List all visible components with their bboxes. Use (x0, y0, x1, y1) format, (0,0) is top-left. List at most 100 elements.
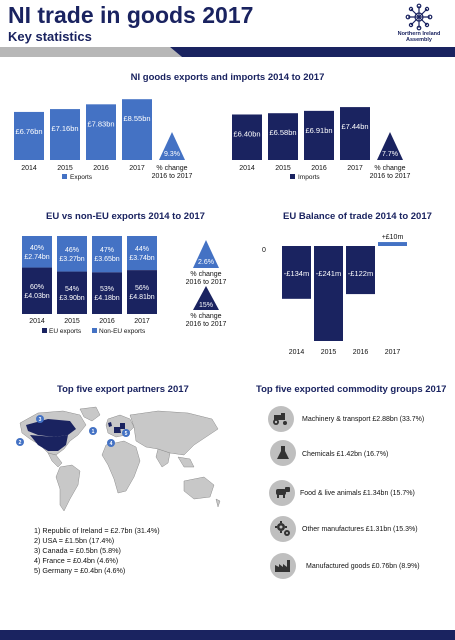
list-item: 1) Republic of Ireland = £2.7bn (31.4%) (34, 526, 160, 535)
bar-value-label: -£134m (284, 269, 309, 278)
bar-value-label: +£10m (382, 234, 404, 241)
change-label: % change (190, 313, 221, 320)
legend-swatch (62, 174, 67, 179)
x-tick-label: 2015 (321, 349, 337, 356)
balance-bar (346, 246, 375, 295)
balance-bar (378, 242, 407, 246)
map-marker-4: 4 (107, 439, 115, 447)
chart-bar (340, 107, 370, 160)
stacked-bar-non-eu (57, 236, 87, 272)
balance-chart: 0 -£134m 2014 -£241m 2015 -£122m 2016 +£10m 2017 (262, 234, 407, 356)
segment-percent-label: 44% (135, 246, 149, 253)
change-triangle (193, 286, 219, 310)
list-item: 3) Canada = £0.5bn (5.8%) (34, 546, 121, 555)
map-marker-5: 5 (122, 429, 130, 437)
map-marker-2: 2 (16, 438, 24, 446)
x-tick-label: 2017 (129, 165, 145, 172)
change-label: 2016 to 2017 (186, 279, 227, 286)
chart-bar (86, 104, 116, 160)
eu-exports-chart: 40% £2.74bn 60% £4.03bn 2014 46% £3.27bn 54% £3.… (22, 236, 227, 335)
segment-value-label: £3.74bn (129, 255, 154, 262)
cow-icon (269, 480, 295, 506)
chart-bar (50, 109, 80, 160)
ireland-highlight (108, 422, 112, 427)
chart-bar (122, 99, 152, 160)
partners-title: Top five export partners 2017 (57, 384, 189, 395)
chart-bar (268, 113, 298, 160)
exports-imports-title: NI goods exports and imports 2014 to 201… (130, 72, 325, 83)
segment-percent-label: 40% (30, 245, 44, 252)
segment-percent-label: 56% (135, 285, 149, 292)
partners-list: 1) Republic of Ireland = £2.7bn (31.4%) … (34, 526, 160, 576)
change-value: 7.7% (382, 151, 398, 158)
list-item: 5) Germany = £0.4bn (4.6%) (34, 566, 126, 575)
commodity-label: Chemicals £1.42bn (16.7%) (302, 451, 389, 458)
commodity-label: Machinery & transport £2.88bn (33.7%) (302, 416, 425, 423)
svg-text:1: 1 (92, 429, 95, 435)
stacked-bar-eu (22, 267, 52, 314)
x-tick-label: 2015 (275, 165, 291, 172)
canada-highlight (26, 419, 76, 437)
bar-value-label: £7.16bn (51, 124, 78, 133)
legend-label: EU exports (49, 328, 82, 335)
logo-emblem-icon (405, 3, 433, 31)
flask-icon (270, 440, 296, 466)
x-tick-label: 2014 (21, 165, 37, 172)
x-tick-label: 2016 (93, 165, 109, 172)
x-tick-label: 2017 (134, 318, 150, 325)
segment-percent-label: 54% (65, 286, 79, 293)
segment-value-label: £3.90bn (59, 295, 84, 302)
x-tick-label: 2017 (347, 165, 363, 172)
change-label: 2016 to 2017 (152, 173, 193, 180)
segment-value-label: £3.65bn (94, 256, 119, 263)
x-tick-label: 2016 (353, 349, 369, 356)
map-marker-3: 3 (36, 415, 44, 423)
bar-value-label: £6.40bn (233, 129, 260, 138)
commodity-row (269, 480, 295, 506)
map-marker-1: 1 (89, 427, 97, 435)
usa-highlight (30, 435, 68, 451)
bar-value-label: £6.76bn (15, 127, 42, 136)
change-label: % change (374, 165, 405, 172)
segment-value-label: £4.18bn (94, 295, 119, 302)
x-tick-label: 2015 (57, 165, 73, 172)
stacked-bar-non-eu (92, 236, 122, 273)
zero-label: 0 (262, 247, 266, 254)
svg-text:5: 5 (125, 431, 128, 437)
change-label: 2016 to 2017 (186, 321, 227, 328)
stacked-bar-non-eu (22, 236, 52, 268)
x-tick-label: 2014 (289, 349, 305, 356)
segment-value-label: £3.27bn (59, 256, 84, 263)
eu-exports-title: EU vs non-EU exports 2014 to 2017 (46, 211, 205, 222)
bar-value-label: £6.91bn (305, 126, 332, 135)
svg-text:4: 4 (110, 441, 113, 447)
legend-label: Exports (70, 174, 93, 181)
list-item: 4) France = £0.4bn (4.6%) (34, 556, 119, 565)
chart-bar (14, 111, 44, 160)
bar-value-label: £8.55bn (123, 114, 150, 123)
stacked-bar-eu (92, 272, 122, 314)
stacked-bar-eu (57, 271, 87, 314)
page-subtitle: Key statistics (8, 29, 92, 44)
x-tick-label: 2014 (29, 318, 45, 325)
commodity-row (270, 440, 296, 466)
legend-label: Imports (298, 174, 320, 181)
change-value: 2.6% (198, 259, 214, 266)
commodity-row (270, 553, 296, 579)
france-highlight (114, 427, 121, 433)
change-label: 2016 to 2017 (370, 173, 411, 180)
bar-value-label: -£241m (316, 269, 341, 278)
balance-bar (314, 246, 343, 341)
x-tick-label: 2016 (311, 165, 327, 172)
segment-value-label: £4.03bn (24, 293, 49, 300)
legend-swatch (42, 328, 47, 333)
legend-label: Non-EU exports (99, 328, 146, 335)
segment-percent-label: 53% (100, 286, 114, 293)
list-item: 2) USA = £1.5bn (17.4%) (34, 536, 115, 545)
exports-imports-chart: £6.76bn 2014 £7.16bn 2015 £7.83bn 2016 £8.55bn… (14, 99, 411, 181)
bar-value-label: -£122m (348, 269, 373, 278)
change-label: % change (190, 271, 221, 278)
segment-percent-label: 60% (30, 284, 44, 291)
x-tick-label: 2017 (385, 349, 401, 356)
world-map: 1 2 3 4 5 (8, 405, 226, 517)
